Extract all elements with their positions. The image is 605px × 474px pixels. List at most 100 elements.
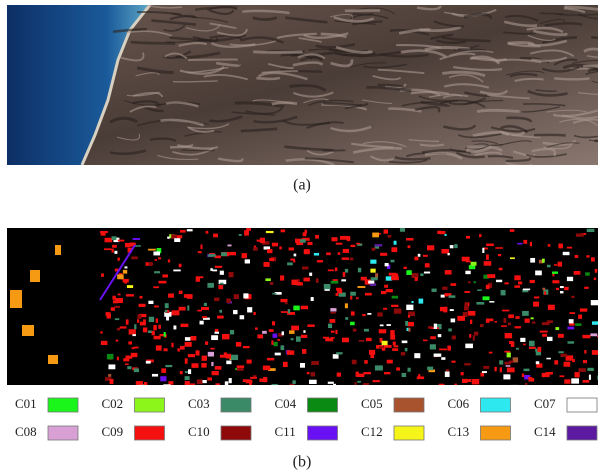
class-patch	[214, 298, 219, 302]
class-patch	[140, 322, 146, 326]
class-patch	[202, 356, 207, 361]
class-patch	[486, 244, 494, 247]
class-patch	[55, 245, 61, 255]
class-patch	[243, 346, 250, 348]
class-patch	[385, 263, 389, 266]
ridge	[554, 78, 589, 79]
class-patch	[117, 328, 120, 331]
class-patch	[558, 262, 562, 267]
class-patch	[387, 360, 393, 364]
class-patch	[345, 269, 348, 273]
class-patch	[328, 324, 332, 328]
class-patch	[215, 383, 220, 386]
class-patch	[300, 363, 305, 368]
class-patch	[300, 239, 306, 242]
class-patch	[282, 331, 284, 335]
class-patch	[146, 361, 151, 364]
class-patch	[466, 236, 470, 239]
class-patch	[584, 350, 586, 353]
class-patch	[180, 346, 185, 350]
class-patch	[269, 329, 274, 332]
class-patch	[230, 330, 234, 334]
legend-swatch	[48, 426, 78, 440]
class-patch	[403, 267, 406, 269]
class-patch	[210, 268, 212, 271]
class-patch	[137, 315, 141, 319]
ridge	[420, 145, 444, 146]
class-patch	[220, 271, 224, 275]
class-patch	[326, 252, 331, 255]
class-patch	[133, 238, 141, 240]
class-patch	[307, 372, 310, 374]
class-patch	[445, 234, 447, 236]
caption: (a)	[293, 177, 311, 194]
class-patch	[165, 310, 167, 313]
class-patch	[350, 292, 356, 296]
class-patch	[152, 374, 158, 377]
ridge	[256, 78, 280, 79]
class-patch	[365, 361, 368, 363]
class-patch	[366, 338, 372, 341]
class-patch	[200, 321, 204, 325]
class-patch	[158, 257, 161, 259]
class-patch	[578, 315, 582, 319]
class-patch	[571, 296, 575, 298]
class-patch	[391, 276, 399, 280]
class-patch	[384, 285, 388, 288]
class-patch	[578, 368, 585, 372]
class-patch	[234, 294, 239, 299]
class-patch	[441, 249, 449, 253]
page: {"figure": { "captions": ["(a)", "(b)"],…	[0, 0, 605, 474]
class-patch	[281, 345, 285, 350]
legend-label: C05	[361, 396, 383, 411]
class-patch	[392, 296, 398, 299]
class-patch	[469, 265, 475, 269]
class-patch	[239, 234, 242, 236]
legend: C01C02C03C04C05C06C07C08C09C10C11C12C13C…	[15, 396, 597, 440]
class-patch	[575, 255, 579, 258]
class-patch	[582, 335, 590, 338]
legend-swatch	[48, 398, 78, 412]
class-patch	[337, 373, 341, 377]
class-patch	[108, 374, 111, 377]
class-patch	[452, 336, 456, 340]
class-patch	[229, 272, 234, 277]
class-patch	[153, 286, 159, 288]
class-patch	[187, 229, 193, 231]
class-patch	[127, 285, 133, 288]
class-patch	[330, 312, 335, 314]
class-patch	[208, 352, 214, 357]
class-patch	[260, 238, 265, 243]
class-patch	[567, 327, 574, 330]
class-patch	[112, 296, 115, 300]
class-patch	[450, 245, 454, 248]
class-patch	[561, 354, 567, 357]
class-patch	[532, 322, 535, 324]
class-patch	[243, 293, 248, 298]
class-patch	[393, 342, 396, 346]
class-patch	[574, 271, 581, 275]
class-patch	[554, 360, 558, 364]
class-patch	[219, 310, 222, 313]
legend-label: C08	[15, 424, 37, 439]
class-patch	[374, 244, 382, 246]
class-patch	[217, 316, 224, 319]
class-patch	[345, 317, 348, 320]
class-patch	[271, 340, 273, 345]
class-patch	[274, 342, 278, 346]
class-patch	[423, 255, 428, 257]
class-patch	[363, 383, 369, 386]
class-patch	[202, 316, 207, 318]
class-patch	[148, 262, 153, 265]
class-patch	[367, 313, 371, 315]
class-patch	[289, 330, 294, 334]
class-patch	[198, 251, 202, 253]
class-patch	[371, 277, 378, 280]
class-patch	[164, 332, 166, 337]
class-patch	[131, 257, 138, 260]
class-patch	[381, 291, 386, 294]
class-patch	[479, 234, 481, 237]
class-patch	[411, 301, 413, 303]
class-patch	[558, 351, 563, 353]
figure: (a) C01C02C03C04C05C06C07C08C09C10C11C12…	[0, 0, 605, 474]
